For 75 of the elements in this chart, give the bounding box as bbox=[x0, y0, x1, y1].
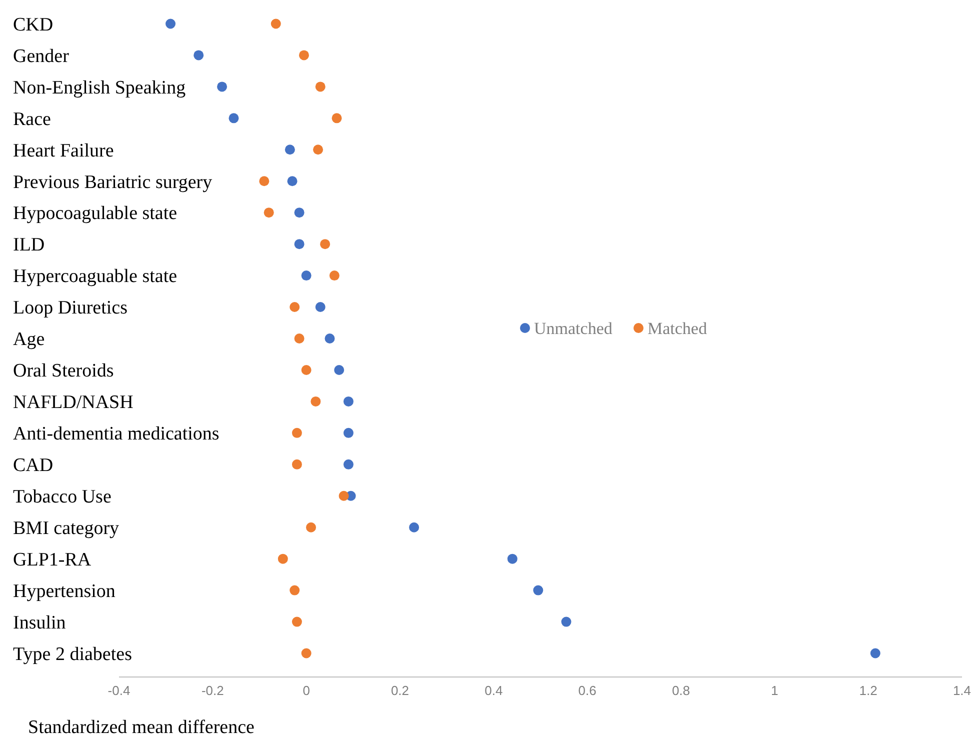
point bbox=[292, 616, 302, 627]
point bbox=[343, 396, 354, 406]
x-tick-label: 1 bbox=[771, 683, 778, 698]
x-tick-label: 0.8 bbox=[672, 683, 690, 698]
point bbox=[301, 270, 312, 281]
point bbox=[320, 239, 330, 250]
point bbox=[290, 585, 300, 596]
y-tick-label: Type 2 diabetes bbox=[13, 644, 132, 665]
y-tick-label: NAFLD/NASH bbox=[13, 392, 134, 414]
x-tick-label: -0.2 bbox=[201, 683, 224, 698]
y-tick-label: BMI category bbox=[13, 518, 120, 540]
point bbox=[292, 428, 302, 438]
point bbox=[315, 82, 326, 92]
point bbox=[315, 302, 326, 312]
point bbox=[294, 239, 304, 250]
y-tick-label: Tobacco Use bbox=[13, 486, 112, 508]
x-tick-label: 1.2 bbox=[859, 683, 878, 698]
point bbox=[306, 522, 316, 532]
point bbox=[343, 459, 354, 470]
point bbox=[292, 459, 302, 470]
point bbox=[507, 554, 518, 564]
point bbox=[278, 554, 288, 564]
y-tick-label: Anti-dementia medications bbox=[13, 424, 220, 445]
y-tick-label: Oral Steroids bbox=[13, 360, 114, 382]
y-tick-label: Loop Diuretics bbox=[13, 298, 128, 319]
y-tick-label: Hypertension bbox=[13, 580, 116, 602]
point bbox=[870, 648, 880, 658]
y-tick-label: GLP1-RA bbox=[13, 549, 92, 570]
point bbox=[194, 50, 204, 60]
point bbox=[287, 176, 298, 186]
y-tick-label: ILD bbox=[13, 234, 45, 256]
y-tick-label: Insulin bbox=[13, 612, 66, 634]
x-tick-label: 0 bbox=[302, 683, 310, 698]
legend-label: Matched bbox=[648, 318, 708, 338]
point bbox=[301, 364, 312, 375]
point bbox=[290, 302, 300, 312]
y-tick-label: Age bbox=[13, 329, 45, 350]
x-tick-label: 0.2 bbox=[390, 683, 410, 698]
point bbox=[166, 18, 176, 29]
point bbox=[301, 648, 312, 658]
point bbox=[313, 144, 324, 155]
x-axis-title: Standardized mean difference bbox=[28, 717, 254, 738]
x-tick-label: 0.4 bbox=[484, 683, 503, 698]
point bbox=[338, 490, 349, 501]
point bbox=[228, 113, 239, 124]
legend-label: Unmatched bbox=[534, 318, 613, 338]
point bbox=[259, 176, 270, 186]
point bbox=[332, 113, 342, 124]
point bbox=[270, 18, 281, 29]
y-tick-label: Hypercoaguable state bbox=[13, 266, 178, 288]
y-tick-label: Non-English Speaking bbox=[13, 77, 186, 98]
y-tick-label: Race bbox=[13, 108, 51, 130]
point bbox=[310, 396, 321, 406]
y-tick-label: CAD bbox=[13, 455, 54, 476]
y-tick-label: Gender bbox=[13, 46, 70, 67]
point bbox=[264, 208, 274, 218]
point bbox=[298, 50, 309, 60]
point bbox=[294, 334, 304, 344]
point bbox=[284, 144, 295, 155]
point bbox=[334, 364, 344, 375]
point bbox=[324, 334, 335, 344]
y-tick-label: Previous Bariatric surgery bbox=[13, 172, 213, 193]
point bbox=[217, 82, 228, 92]
x-tick-label: 0.6 bbox=[578, 683, 596, 698]
point bbox=[561, 616, 572, 627]
point bbox=[343, 428, 354, 438]
y-tick-label: CKD bbox=[13, 14, 54, 36]
point bbox=[329, 270, 340, 281]
y-tick-label: Hypocoagulable state bbox=[13, 203, 178, 224]
point bbox=[533, 585, 544, 596]
y-tick-label: Heart Failure bbox=[13, 140, 114, 162]
x-tick-label: 1.4 bbox=[952, 683, 972, 698]
point bbox=[294, 208, 304, 218]
x-tick-label: -0.4 bbox=[108, 683, 130, 698]
point bbox=[409, 522, 420, 532]
